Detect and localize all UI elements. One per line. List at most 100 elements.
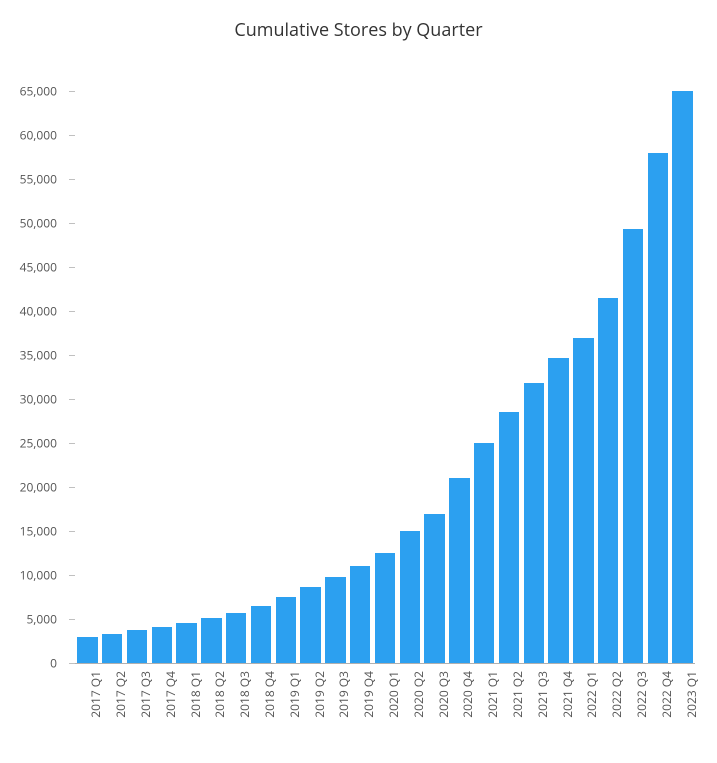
y-tick-label: 20,000 (20, 479, 65, 496)
y-tick-mark (69, 91, 75, 92)
y-tick-mark (69, 355, 75, 356)
y-tick-label: 40,000 (20, 303, 65, 320)
bar-slot (224, 65, 249, 663)
bar[interactable] (127, 630, 147, 663)
bar[interactable] (201, 618, 221, 663)
bar-slot (670, 65, 695, 663)
x-label-slot: 2018 Q2 (199, 663, 224, 763)
bar-slot (249, 65, 274, 663)
bar-slot (149, 65, 174, 663)
bar-slot (472, 65, 497, 663)
bar-slot (596, 65, 621, 663)
chart-title: Cumulative Stores by Quarter (0, 18, 717, 42)
bar-slot (621, 65, 646, 663)
bar[interactable] (102, 634, 122, 663)
x-label-slot: 2022 Q2 (596, 663, 621, 763)
y-tick-mark (69, 487, 75, 488)
bar[interactable] (573, 338, 593, 663)
bar-slot (199, 65, 224, 663)
x-axis-labels: 2017 Q12017 Q22017 Q32017 Q42018 Q12018 … (75, 663, 695, 763)
x-label-slot: 2020 Q1 (373, 663, 398, 763)
y-tick-mark (69, 311, 75, 312)
bar-slot (323, 65, 348, 663)
bars-layer (75, 65, 695, 663)
y-tick-label: 35,000 (20, 347, 65, 364)
x-tick-label: 2023 Q1 (683, 671, 700, 718)
y-tick-label: 50,000 (20, 215, 65, 232)
y-tick-label: 30,000 (20, 391, 65, 408)
bar[interactable] (524, 383, 544, 663)
bar[interactable] (499, 412, 519, 663)
bar[interactable] (276, 597, 296, 663)
x-label-slot: 2017 Q4 (149, 663, 174, 763)
x-label-slot: 2021 Q3 (521, 663, 546, 763)
y-tick-label: 65,000 (20, 83, 65, 100)
bar-slot (174, 65, 199, 663)
x-label-slot: 2021 Q4 (546, 663, 571, 763)
x-label-slot: 2018 Q4 (249, 663, 274, 763)
y-tick-label: 5,000 (26, 611, 65, 628)
bar[interactable] (400, 531, 420, 663)
bar[interactable] (449, 478, 469, 663)
x-label-slot: 2018 Q3 (224, 663, 249, 763)
y-tick-label: 15,000 (20, 523, 65, 540)
bar-slot (125, 65, 150, 663)
bar[interactable] (474, 443, 494, 663)
y-tick-label: 25,000 (20, 435, 65, 452)
bar[interactable] (424, 514, 444, 664)
bar-slot (546, 65, 571, 663)
y-tick-label: 60,000 (20, 127, 65, 144)
bar[interactable] (548, 358, 568, 663)
x-label-slot: 2022 Q1 (571, 663, 596, 763)
y-tick-label: 45,000 (20, 259, 65, 276)
bar[interactable] (350, 566, 370, 663)
x-label-slot: 2017 Q3 (125, 663, 150, 763)
bar-slot (497, 65, 522, 663)
y-tick-label: 10,000 (20, 567, 65, 584)
y-tick-mark (69, 443, 75, 444)
bar-slot (298, 65, 323, 663)
plot-area: 05,00010,00015,00020,00025,00030,00035,0… (75, 65, 695, 663)
bar[interactable] (623, 229, 643, 663)
x-label-slot: 2020 Q3 (422, 663, 447, 763)
bar-slot (422, 65, 447, 663)
bar[interactable] (152, 627, 172, 663)
bar[interactable] (77, 637, 97, 663)
bar[interactable] (375, 553, 395, 663)
x-label-slot: 2023 Q1 (670, 663, 695, 763)
bar-slot (75, 65, 100, 663)
x-label-slot: 2019 Q4 (348, 663, 373, 763)
x-label-slot: 2019 Q1 (273, 663, 298, 763)
y-tick-mark (69, 267, 75, 268)
x-label-slot: 2018 Q1 (174, 663, 199, 763)
bar[interactable] (648, 153, 668, 663)
x-label-slot: 2019 Q2 (298, 663, 323, 763)
bar-slot (447, 65, 472, 663)
bar-slot (645, 65, 670, 663)
bar[interactable] (672, 91, 692, 663)
y-tick-label: 55,000 (20, 171, 65, 188)
x-label-slot: 2020 Q4 (447, 663, 472, 763)
y-tick-mark (69, 619, 75, 620)
x-label-slot: 2019 Q3 (323, 663, 348, 763)
bar-slot (373, 65, 398, 663)
bar[interactable] (251, 606, 271, 663)
bar[interactable] (176, 623, 196, 663)
bar-slot (273, 65, 298, 663)
chart-container: Cumulative Stores by Quarter 05,00010,00… (0, 0, 717, 763)
bar-slot (521, 65, 546, 663)
y-tick-mark (69, 531, 75, 532)
x-label-slot: 2017 Q2 (100, 663, 125, 763)
bar[interactable] (325, 577, 345, 663)
y-tick-label: 0 (50, 655, 65, 672)
x-label-slot: 2017 Q1 (75, 663, 100, 763)
bar-slot (100, 65, 125, 663)
y-tick-mark (69, 179, 75, 180)
y-tick-mark (69, 135, 75, 136)
bar[interactable] (300, 587, 320, 663)
y-tick-mark (69, 399, 75, 400)
bar[interactable] (598, 298, 618, 663)
bar[interactable] (226, 613, 246, 663)
y-tick-mark (69, 575, 75, 576)
bar-slot (397, 65, 422, 663)
